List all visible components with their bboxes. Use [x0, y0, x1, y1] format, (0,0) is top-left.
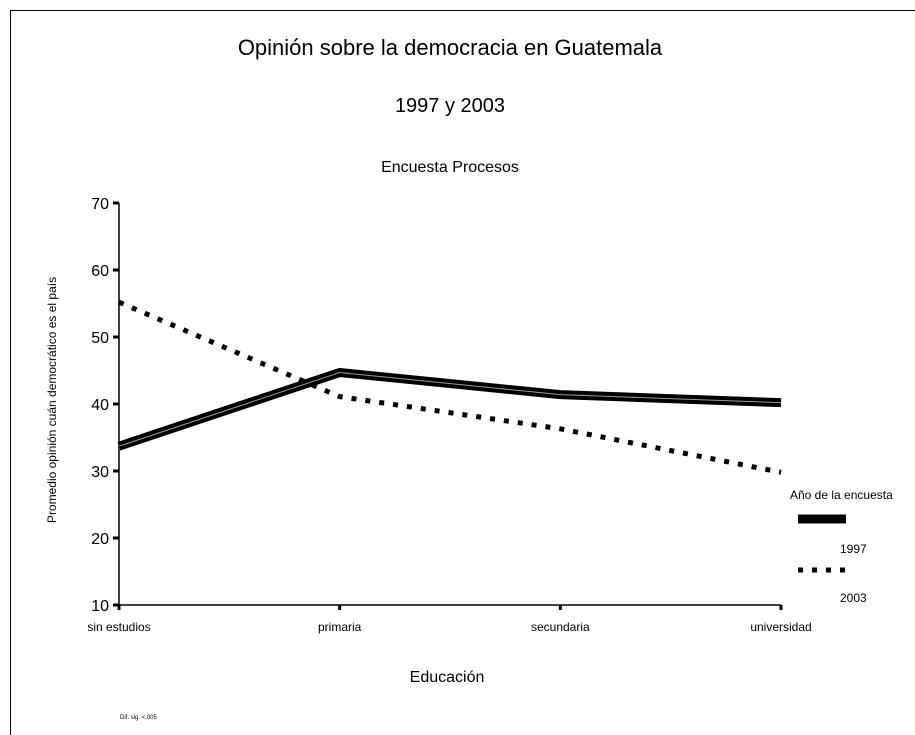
x-axis-label: Educación	[410, 669, 485, 686]
legend: Año de la encuesta 1997 2003	[790, 488, 893, 605]
chart-source-title: Encuesta Procesos	[381, 159, 519, 176]
y-tick-label: 70	[91, 196, 109, 213]
chart-frame	[10, 10, 915, 735]
series-line-2003	[118, 299, 782, 475]
axes	[113, 201, 783, 610]
x-tick-label: sin estudios	[87, 620, 150, 634]
y-tick-labels: 10 20 30 40 50 60 70	[91, 196, 109, 615]
chart-subtitle: 1997 y 2003	[395, 95, 505, 117]
series-line-highlight-1997	[118, 372, 782, 447]
x-tick-labels: sin estudios primaria secundaria universida…	[87, 620, 811, 634]
chart-title: Opinión sobre la democracia en Guatemala	[238, 35, 663, 60]
y-tick-label: 30	[91, 464, 109, 481]
legend-label-1997: 1997	[840, 542, 867, 556]
x-tick-label: primaria	[318, 620, 362, 634]
legend-title: Año de la encuesta	[790, 488, 893, 502]
footnote: Dif. sig. <.005	[120, 715, 158, 721]
x-tick-label: secundaria	[531, 620, 590, 634]
legend-items: 1997 2003	[798, 514, 867, 605]
y-tick-label: 20	[91, 531, 109, 548]
x-tick-label: universidad	[750, 620, 811, 634]
legend-label-2003: 2003	[840, 591, 867, 605]
series-lines	[117, 299, 782, 475]
y-tick-label: 50	[91, 330, 109, 347]
y-axis-label: Promedio opinión cuán democrático es el …	[45, 277, 59, 523]
y-tick-label: 60	[91, 263, 109, 280]
y-tick-label: 40	[91, 397, 109, 414]
y-tick-label: 10	[91, 598, 109, 615]
